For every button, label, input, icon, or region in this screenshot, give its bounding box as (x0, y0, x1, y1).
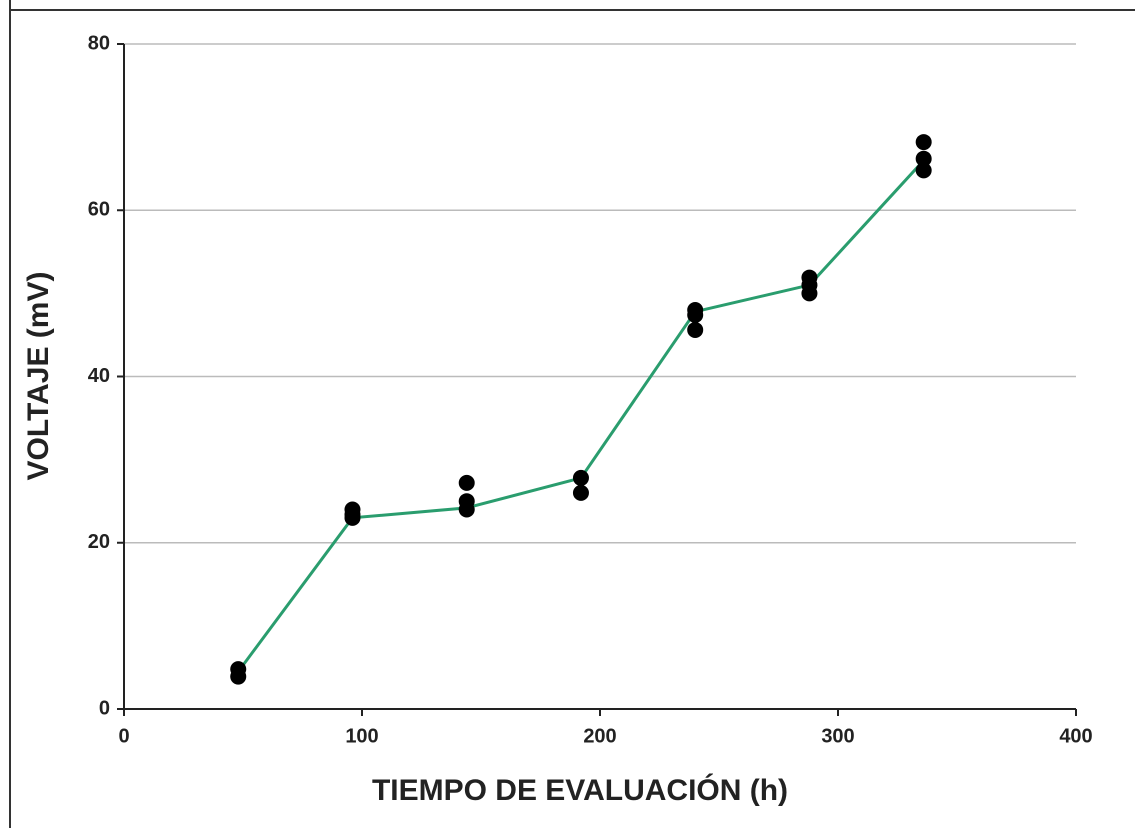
point (458, 501, 475, 518)
y-tick-label: 0 (99, 697, 110, 719)
point (687, 321, 704, 338)
line (237, 159, 925, 673)
point (230, 668, 247, 685)
x-tick-label: 100 (345, 725, 378, 747)
point (572, 469, 589, 486)
x-axis-title: TIEMPO DE EVALUACIÓN (h) (372, 773, 788, 807)
x-tick-label: 400 (1059, 725, 1092, 747)
y-tick-label: 40 (88, 365, 110, 387)
y-axis-title: VOLTAJE (mV) (22, 272, 55, 481)
y-tick-label: 80 (88, 32, 110, 54)
y-tick-label: 20 (88, 531, 110, 553)
point (687, 306, 704, 323)
point (801, 285, 818, 302)
point (458, 474, 475, 491)
x-tick-label: 300 (821, 725, 854, 747)
point (572, 484, 589, 501)
point (915, 134, 932, 151)
y-tick-label: 60 (88, 199, 110, 221)
point (915, 162, 932, 179)
x-tick-label: 0 (118, 725, 129, 747)
x-tick-label: 200 (583, 725, 616, 747)
point (915, 150, 932, 167)
point (344, 509, 361, 526)
